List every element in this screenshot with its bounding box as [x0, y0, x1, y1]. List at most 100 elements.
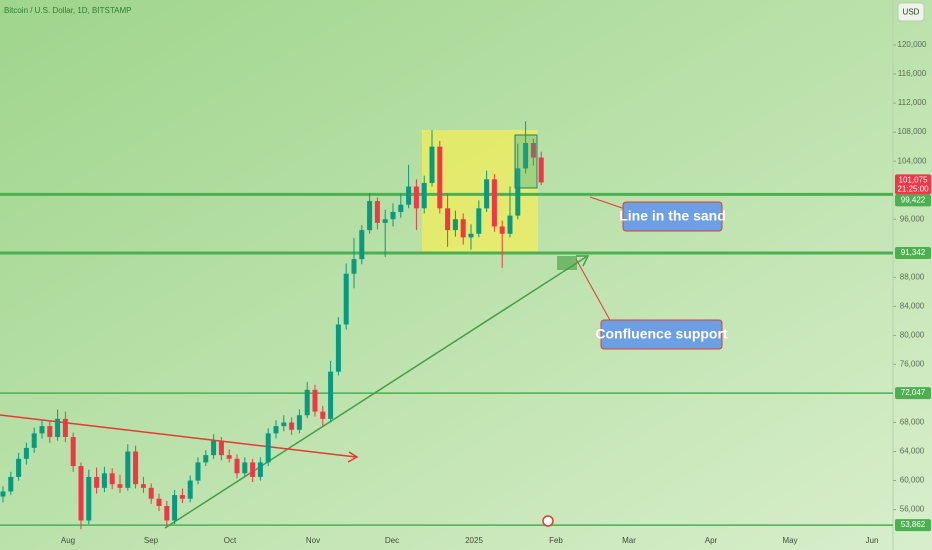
y-tick-label: 68,000	[900, 418, 925, 427]
candle-body	[16, 458, 22, 477]
last-price-label: 101,075	[899, 175, 928, 184]
trend-line	[164, 256, 587, 529]
y-tick-label: 88,000	[900, 272, 925, 281]
support-box	[557, 256, 577, 270]
callout-text: Line in the sand	[619, 208, 726, 224]
candle-body	[328, 371, 334, 419]
candle-body	[273, 426, 279, 434]
currency-label[interactable]: USD	[903, 8, 920, 17]
y-tick-label: 84,000	[900, 301, 925, 310]
x-tick-label: Oct	[224, 536, 237, 545]
x-tick-label: Aug	[61, 536, 75, 545]
candle-body	[218, 440, 224, 456]
axis-layer: 120,000 116,000 112,000 108,000 104,000 96,00…	[61, 0, 927, 550]
level-label: 99,422	[901, 195, 926, 204]
candle-body	[445, 208, 451, 231]
level-label: 91,342	[901, 248, 926, 257]
candle-body	[429, 146, 435, 183]
y-tick-label: 108,000	[898, 127, 927, 136]
candle-body	[179, 495, 185, 499]
candle-body	[156, 498, 162, 506]
candle-body	[460, 219, 466, 238]
candle-body	[250, 462, 256, 477]
callout-text: Confluence support	[595, 326, 728, 342]
candle-body	[211, 440, 217, 456]
level-label-box	[895, 194, 931, 207]
candle-body	[335, 324, 341, 372]
candle-body	[125, 451, 131, 488]
candle-body	[55, 418, 61, 438]
candle-body	[359, 230, 365, 260]
candle-body	[296, 415, 302, 430]
candle-body	[109, 473, 115, 485]
candle-body	[343, 273, 349, 325]
callout-box	[622, 201, 723, 232]
candle-body	[234, 458, 240, 474]
candle-body	[382, 219, 388, 223]
candle-body	[367, 201, 373, 231]
candle-body	[148, 487, 154, 499]
candle-body	[390, 211, 396, 220]
candle-body	[257, 462, 263, 477]
candle-body	[530, 143, 536, 158]
level-label-box	[895, 387, 931, 400]
y-tick-label: 104,000	[898, 156, 927, 165]
candle-body	[476, 208, 482, 234]
y-tick-label: 60,000	[900, 476, 925, 485]
chart-title: Bitcoin / U.S. Dollar, 1D, BITSTAMP	[4, 6, 131, 15]
y-tick-label: 64,000	[900, 447, 925, 456]
event-icon[interactable]	[542, 515, 554, 527]
candle-body	[374, 201, 380, 223]
x-tick-label: Sep	[144, 536, 159, 545]
callout-box	[600, 319, 723, 350]
candle-body	[39, 426, 45, 434]
candle-body	[70, 437, 76, 467]
last-price-box	[895, 174, 931, 195]
x-tick-label: Feb	[549, 536, 563, 545]
x-tick-label: Mar	[622, 536, 636, 545]
candle-body	[47, 426, 53, 438]
level-label-box	[895, 519, 931, 532]
candle-body	[140, 484, 146, 488]
x-tick-label: Apr	[705, 536, 718, 545]
candle-body	[164, 505, 170, 521]
candle-body	[187, 480, 193, 499]
candle-body	[195, 462, 201, 481]
levels	[0, 192, 893, 526]
countdown: 21:25:00	[897, 184, 929, 193]
candle-body	[62, 418, 68, 438]
candle-body	[203, 455, 209, 463]
currency-button[interactable]	[897, 2, 925, 22]
candle-body	[101, 473, 107, 488]
candle-body	[312, 389, 318, 412]
arrow-head	[347, 451, 359, 463]
candle-body	[0, 491, 6, 497]
level-label: 53,862	[901, 520, 926, 529]
candle-body	[31, 433, 37, 448]
candle-body	[437, 146, 443, 209]
highlight-box	[514, 134, 538, 189]
candle-body	[406, 186, 412, 205]
candle-body	[289, 422, 295, 430]
candle-body	[242, 462, 248, 474]
x-tick-label: 2025	[465, 536, 483, 545]
x-tick-label: Jun	[866, 536, 879, 545]
candle-body	[23, 447, 29, 459]
candle-body	[499, 226, 505, 234]
y-tick-label: 96,000	[900, 214, 925, 223]
candle-body	[133, 451, 139, 485]
callout-pointer	[589, 196, 629, 211]
y-tick-label: 116,000	[898, 69, 927, 78]
candle-body	[484, 179, 490, 209]
candle-body	[117, 484, 123, 488]
x-tick-label: May	[782, 536, 797, 545]
candles	[0, 121, 544, 530]
candle-body	[452, 219, 458, 231]
candle-body	[172, 495, 178, 521]
y-tick-label: 80,000	[900, 330, 925, 339]
candle-body	[86, 476, 92, 521]
candle-body	[491, 179, 497, 227]
